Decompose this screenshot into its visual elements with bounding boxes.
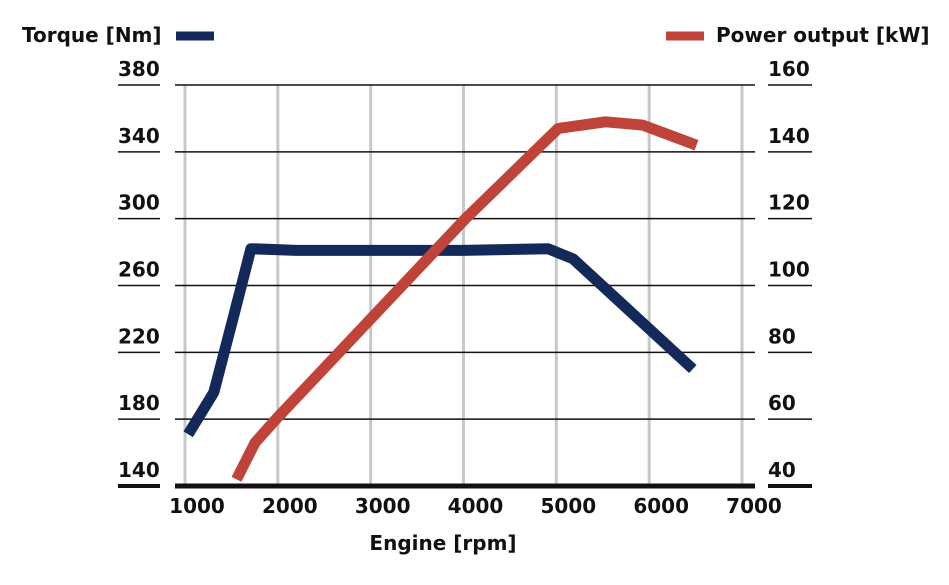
y-right-tick-label: 60 (768, 391, 796, 415)
x-tick-label: 5000 (540, 494, 596, 518)
y-right-tick-label: 140 (768, 124, 810, 148)
y-right-tick-label: 160 (768, 57, 810, 81)
y-right-tick-label: 80 (768, 324, 796, 348)
y-left-tick-label: 220 (118, 324, 160, 348)
y-left-tick-label: 260 (118, 258, 160, 282)
x-tick-label: 3000 (355, 494, 411, 518)
x-tick-label: 7000 (726, 494, 782, 518)
x-tick-label: 4000 (448, 494, 504, 518)
y-left-tick-label: 300 (118, 191, 160, 215)
x-tick-label: 2000 (262, 494, 318, 518)
torque-line (183, 243, 697, 438)
x-tick-label: 6000 (633, 494, 689, 518)
y-right-tick-label: 100 (768, 258, 810, 282)
legend-power-label: Power output [kW] (716, 23, 930, 47)
x-axis-label: Engine [rpm] (369, 531, 516, 555)
y-left-tick-label: 180 (118, 391, 160, 415)
y-left-tick-label: 380 (118, 57, 160, 81)
y-right-tick-label: 120 (768, 191, 810, 215)
legend-torque-label: Torque [Nm] (22, 23, 162, 47)
y-left-tick-label: 340 (118, 124, 160, 148)
power-line (231, 116, 699, 482)
y-left-tick-label: 140 (118, 458, 160, 482)
x-tick-label: 1000 (169, 494, 225, 518)
y-right-tick-label: 40 (768, 458, 796, 482)
